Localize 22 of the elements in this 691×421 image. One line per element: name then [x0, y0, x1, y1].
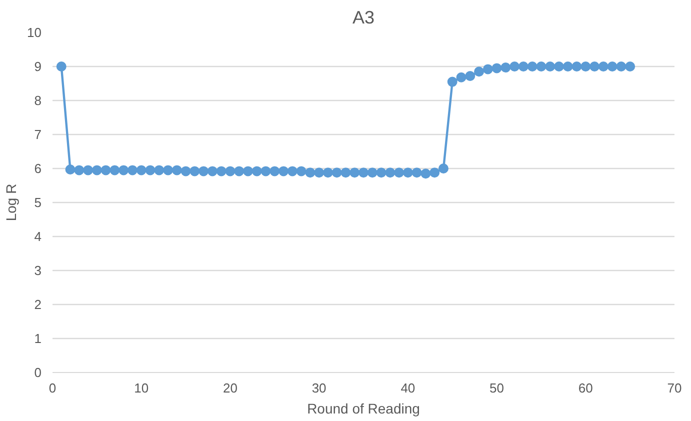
x-tick-label: 70 — [667, 380, 682, 396]
x-tick-label: 60 — [578, 380, 593, 396]
y-tick-label: 1 — [34, 331, 42, 346]
y-tick-label: 7 — [34, 127, 42, 142]
y-tick-label: 2 — [34, 297, 42, 312]
y-tick-label: 9 — [34, 59, 42, 74]
y-tick-label: 3 — [34, 263, 42, 278]
x-tick-label: 50 — [490, 380, 504, 396]
chart-title: A3 — [352, 8, 375, 28]
y-tick-label: 4 — [34, 229, 42, 244]
x-tick-label: 20 — [222, 380, 238, 396]
x-tick-label: 10 — [134, 380, 149, 396]
y-tick-label: 8 — [34, 93, 42, 108]
y-tick-label: 6 — [34, 161, 42, 176]
x-axis-title: Round of Reading — [307, 400, 420, 416]
y-axis-title: Log R — [3, 184, 20, 222]
y-tick-label: 5 — [34, 195, 42, 210]
x-tick-label: 40 — [400, 380, 416, 396]
y-tick-label: 10 — [27, 25, 42, 40]
x-tick-label: 30 — [312, 380, 326, 396]
x-tick-label: 0 — [48, 380, 56, 396]
y-tick-label: 0 — [34, 365, 42, 380]
